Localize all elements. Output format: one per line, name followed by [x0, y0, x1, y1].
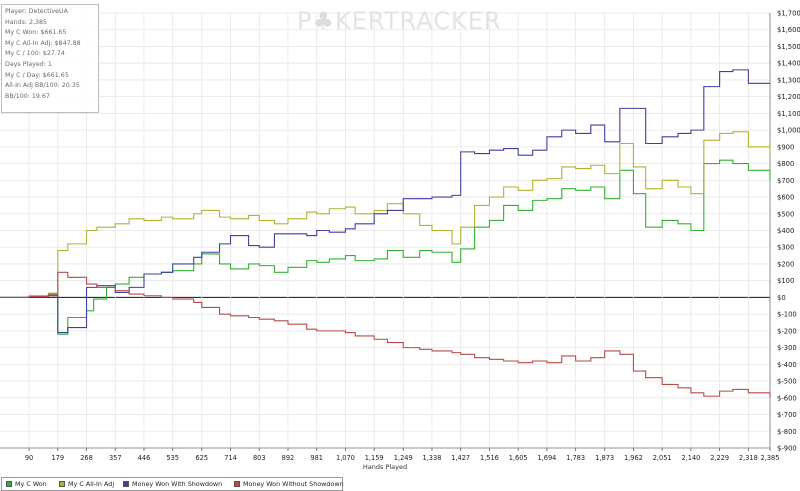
x-tick-label: 981	[310, 454, 323, 462]
x-tick-label: 1,605	[509, 454, 528, 462]
y-tick-label: $1,600	[777, 26, 800, 34]
y-tick-label: $1,100	[777, 110, 800, 118]
legend-item-with-showdown[interactable]: Money Won With Showdown	[123, 480, 222, 488]
y-tick-label: $700	[777, 177, 794, 185]
x-tick-label: 1,159	[365, 454, 384, 462]
x-tick-label: 535	[166, 454, 179, 462]
x-tick-label: 714	[224, 454, 237, 462]
series-line-money-won-with-showdown	[0, 69, 770, 334]
x-tick-label: 1,427	[451, 454, 470, 462]
x-tick-label: 179	[51, 454, 64, 462]
y-tick-label: $-900	[777, 445, 797, 453]
legend-item-my-c-won[interactable]: My C Won	[6, 480, 47, 488]
x-tick-label: 1,783	[566, 454, 585, 462]
legend-swatch	[6, 481, 12, 487]
y-tick-label: $1,700	[777, 10, 800, 18]
stat-allin-adj: My C All-In Adj: $847.88	[5, 39, 81, 47]
series-line-my-c-won	[0, 159, 771, 335]
stat-hands: Hands: 2,385	[5, 18, 48, 26]
y-tick-label: $100	[777, 277, 794, 285]
y-tick-label: $600	[777, 194, 794, 202]
x-tick-label: 1,070	[336, 454, 355, 462]
stat-per-100: My C / 100: $27.74	[5, 50, 65, 58]
legend-swatch	[234, 481, 240, 487]
x-tick-label: 892	[282, 454, 295, 462]
stat-days-played: Days Played: 1	[5, 60, 52, 68]
x-tick-label: 357	[109, 454, 122, 462]
series-line-money-won-without-showdown	[0, 271, 771, 398]
chart-legend: My C Won My C All-In Adj Money Won With …	[1, 477, 344, 491]
stat-per-day: My C / Day: $661.65	[5, 71, 69, 79]
y-tick-label: $-700	[777, 411, 797, 419]
y-tick-label: $-800	[777, 428, 797, 436]
x-tick-label: 2,318	[739, 454, 758, 462]
series-line-my-c-all-in-adj	[0, 131, 771, 298]
legend-swatch	[123, 481, 129, 487]
y-tick-label: $-300	[777, 344, 797, 352]
y-tick-label: $1,300	[777, 76, 800, 84]
y-tick-label: $0	[777, 294, 786, 302]
x-tick-label: 1,962	[624, 454, 643, 462]
y-tick-label: $1,500	[777, 43, 800, 51]
x-tick-label: 1,516	[480, 454, 499, 462]
x-tick-label: 2,140	[681, 454, 700, 462]
y-tick-label: $500	[777, 210, 794, 218]
y-tick-label: $-200	[777, 327, 797, 335]
x-tick-label: 625	[195, 454, 208, 462]
y-tick-label: $200	[777, 260, 794, 268]
y-tick-label: $300	[777, 244, 794, 252]
stats-panel: Player: DetectiveUA Hands: 2,385 My C Wo…	[1, 4, 99, 113]
x-tick-label: 90	[25, 454, 33, 462]
x-tick-label: 803	[253, 454, 266, 462]
x-tick-label: 2,051	[653, 454, 672, 462]
stat-won: My C Won: $661.65	[5, 29, 67, 37]
x-tick-label: 2,385	[761, 454, 780, 462]
stat-bb100: BB/100: 19.67	[5, 92, 50, 100]
legend-swatch	[59, 481, 65, 487]
y-tick-label: $1,200	[777, 93, 800, 101]
y-tick-label: $400	[777, 227, 794, 235]
stat-player: Player: DetectiveUA	[5, 8, 68, 15]
x-tick-label: 446	[138, 454, 151, 462]
y-tick-label: $800	[777, 160, 794, 168]
y-tick-label: $1,000	[777, 127, 800, 135]
legend-item-all-in-adj[interactable]: My C All-In Adj	[59, 480, 114, 488]
y-tick-label: $-100	[777, 311, 797, 319]
y-tick-label: $1,400	[777, 60, 800, 68]
y-tick-label: $-500	[777, 378, 797, 386]
legend-item-without-showdown[interactable]: Money Won Without Showdown	[234, 480, 344, 488]
x-tick-label: 1,249	[394, 454, 413, 462]
y-tick-label: $-400	[777, 361, 797, 369]
x-tick-label: 268	[80, 454, 93, 462]
x-tick-label: 2,229	[710, 454, 729, 462]
pokertracker-watermark: P♣KERTRACKER	[297, 7, 502, 35]
x-tick-label: 1,873	[595, 454, 614, 462]
y-tick-label: $-600	[777, 394, 797, 402]
x-tick-label: 1,338	[423, 454, 442, 462]
x-tick-label: 1,694	[537, 454, 556, 462]
x-axis-title: Hands Played	[362, 463, 408, 471]
stat-allin-bb100: All-In Adj BB/100: 20.35	[5, 82, 80, 90]
y-tick-label: $900	[777, 143, 794, 151]
